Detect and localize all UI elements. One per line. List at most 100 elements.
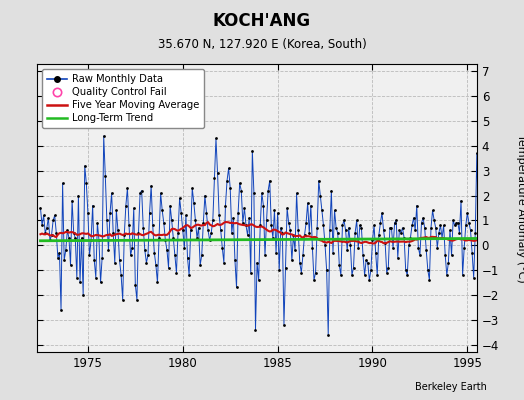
Point [129, 205, 138, 211]
Point [471, 230, 479, 236]
Legend: Raw Monthly Data, Quality Control Fail, Five Year Moving Average, Long-Term Tren: Raw Monthly Data, Quality Control Fail, … [42, 69, 204, 128]
Point [210, 175, 219, 182]
Point [318, 207, 326, 214]
Point [154, 279, 162, 286]
Point [316, 192, 324, 199]
Point [258, 190, 266, 196]
Point [115, 257, 124, 263]
Point [401, 267, 410, 273]
Point [307, 202, 315, 209]
Point [180, 244, 189, 251]
Point [368, 237, 377, 244]
Point [286, 227, 294, 234]
Point [340, 217, 348, 224]
Y-axis label: Temperature Anomaly (°C): Temperature Anomaly (°C) [516, 134, 524, 282]
Point [223, 178, 231, 184]
Point [93, 220, 102, 226]
Point [474, 222, 483, 228]
Point [359, 252, 367, 258]
Point [85, 252, 94, 258]
Point [82, 180, 91, 186]
Point [58, 180, 67, 186]
Point [335, 262, 344, 268]
Point [57, 306, 65, 313]
Point [466, 227, 475, 234]
Point [288, 257, 296, 263]
Point [100, 133, 108, 139]
Point [416, 252, 424, 258]
Point [101, 172, 110, 179]
Point [244, 232, 252, 238]
Point [255, 277, 263, 283]
Point [137, 188, 146, 194]
Point [451, 222, 459, 228]
Point [373, 272, 381, 278]
Point [104, 247, 113, 254]
Point [172, 269, 181, 276]
Point [465, 220, 473, 226]
Point [123, 185, 132, 191]
Point [447, 252, 456, 258]
Point [348, 272, 356, 278]
Point [423, 267, 432, 273]
Point [73, 274, 81, 281]
Point [221, 202, 230, 209]
Point [283, 205, 291, 211]
Point [429, 207, 437, 214]
Point [280, 322, 288, 328]
Point [436, 222, 445, 228]
Point [112, 207, 121, 214]
Point [67, 262, 75, 268]
Point [155, 234, 163, 241]
Point [462, 222, 470, 228]
Point [343, 247, 352, 254]
Point [310, 277, 318, 283]
Point [227, 230, 236, 236]
Point [60, 257, 69, 263]
Point [446, 227, 454, 234]
Point [452, 220, 461, 226]
Point [463, 210, 472, 216]
Point [420, 225, 429, 231]
Point [339, 222, 347, 228]
Point [496, 227, 505, 234]
Point [63, 227, 72, 234]
Point [133, 297, 141, 303]
Point [454, 220, 462, 226]
Point [449, 217, 457, 224]
Point [106, 210, 114, 216]
Point [425, 277, 433, 283]
Point [272, 250, 280, 256]
Point [487, 237, 495, 244]
Point [308, 244, 316, 251]
Point [163, 247, 171, 254]
Point [74, 192, 83, 199]
Point [440, 222, 448, 228]
Point [256, 222, 265, 228]
Point [435, 230, 443, 236]
Point [87, 237, 95, 244]
Point [199, 220, 208, 226]
Point [209, 217, 217, 224]
Point [470, 274, 478, 281]
Point [296, 260, 304, 266]
Point [205, 237, 214, 244]
Point [332, 225, 340, 231]
Point [305, 230, 313, 236]
Point [65, 234, 73, 241]
Point [381, 240, 389, 246]
Point [321, 242, 329, 248]
Point [493, 272, 501, 278]
Point [400, 234, 408, 241]
Point [297, 269, 305, 276]
Point [107, 190, 116, 196]
Point [238, 220, 247, 226]
Point [353, 217, 361, 224]
Point [245, 215, 254, 221]
Point [501, 232, 509, 238]
Point [259, 202, 268, 209]
Point [383, 269, 391, 276]
Point [302, 220, 310, 226]
Point [269, 234, 277, 241]
Point [253, 260, 261, 266]
